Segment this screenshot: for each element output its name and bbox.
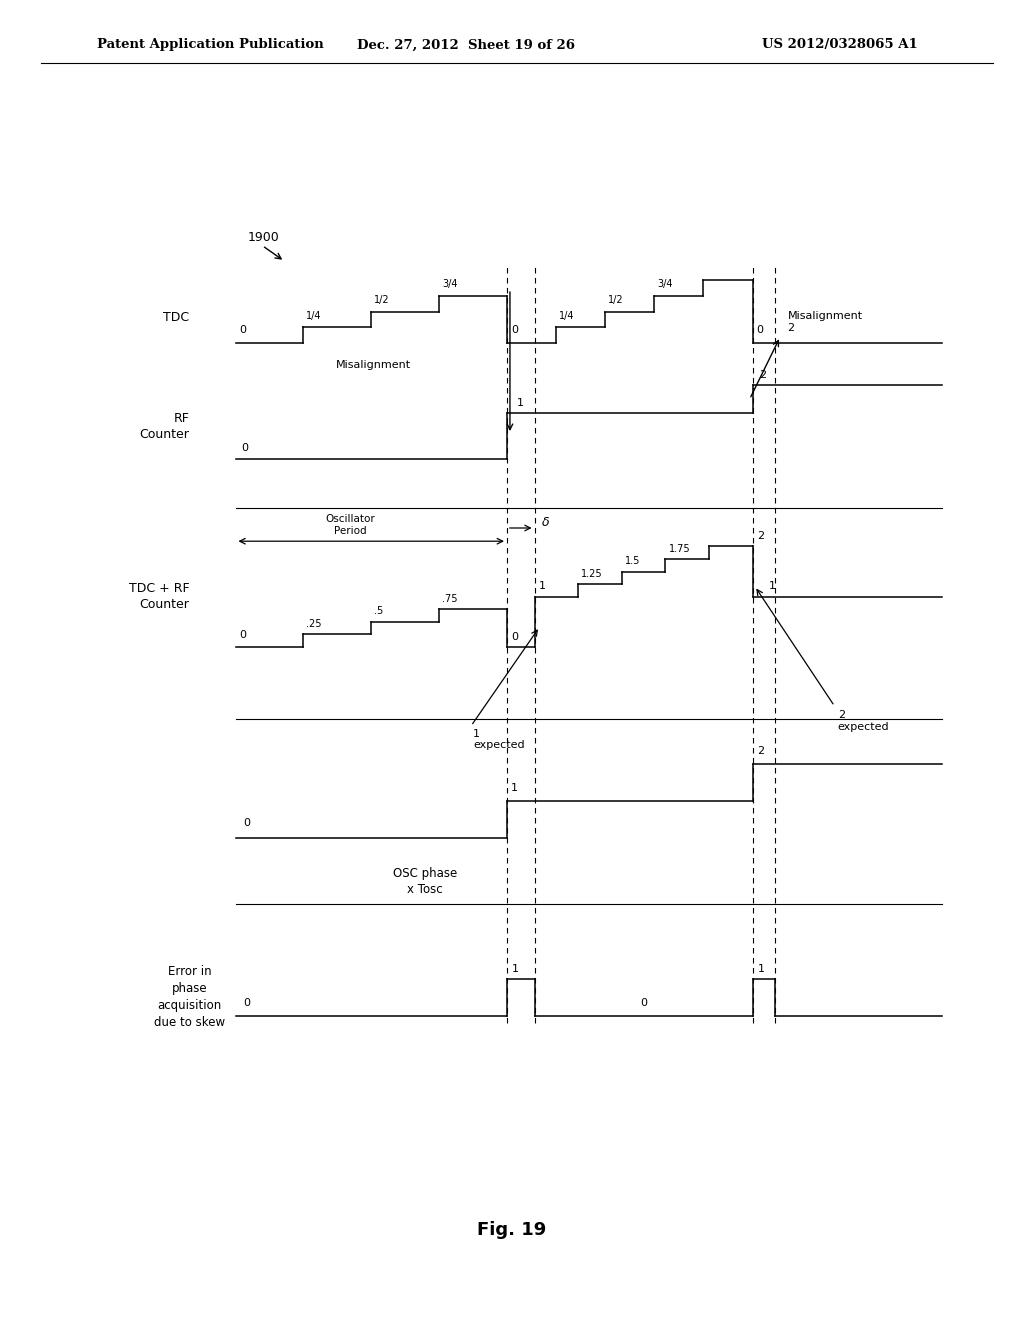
Text: 1.25: 1.25 (582, 569, 603, 578)
Text: 0: 0 (244, 817, 251, 828)
Text: TDC: TDC (163, 312, 189, 325)
Text: 1.5: 1.5 (625, 556, 640, 566)
Text: TDC + RF
Counter: TDC + RF Counter (129, 582, 189, 611)
Text: 1
expected: 1 expected (473, 729, 524, 750)
Text: Fig. 19: Fig. 19 (477, 1221, 547, 1239)
Text: 1: 1 (539, 581, 546, 591)
Text: US 2012/0328065 A1: US 2012/0328065 A1 (762, 38, 918, 51)
Text: 1/2: 1/2 (608, 294, 624, 305)
Text: Period: Period (335, 525, 367, 536)
Text: 3/4: 3/4 (657, 279, 673, 289)
Text: Patent Application Publication: Patent Application Publication (97, 38, 324, 51)
Text: .25: .25 (306, 619, 322, 630)
Text: Error in
phase
acquisition
due to skew: Error in phase acquisition due to skew (154, 965, 225, 1028)
Text: RF
Counter: RF Counter (139, 412, 189, 441)
Text: 3/4: 3/4 (442, 279, 458, 289)
Text: 1: 1 (758, 964, 765, 974)
Text: 1: 1 (512, 964, 519, 974)
Text: 0: 0 (757, 325, 764, 335)
Text: 1900: 1900 (248, 231, 280, 244)
Text: 0: 0 (242, 442, 249, 453)
Text: 2: 2 (757, 531, 764, 541)
Text: 0: 0 (511, 631, 518, 642)
Text: 2: 2 (757, 746, 764, 756)
Text: 1/2: 1/2 (375, 294, 390, 305)
Text: Oscillator: Oscillator (326, 513, 376, 524)
Text: 0: 0 (640, 998, 647, 1008)
Text: 1/4: 1/4 (559, 310, 574, 321)
Text: 0: 0 (244, 998, 251, 1008)
Text: 1/4: 1/4 (306, 310, 322, 321)
Text: δ: δ (542, 516, 549, 529)
Text: .5: .5 (375, 606, 384, 616)
Text: Misalignment
2: Misalignment 2 (787, 312, 862, 333)
Text: Misalignment: Misalignment (336, 360, 412, 370)
Text: 1.75: 1.75 (669, 544, 690, 554)
Text: 2
expected: 2 expected (838, 710, 889, 731)
Text: 2: 2 (759, 370, 766, 380)
Text: 0: 0 (240, 325, 247, 335)
Text: Dec. 27, 2012  Sheet 19 of 26: Dec. 27, 2012 Sheet 19 of 26 (357, 38, 574, 51)
Text: 0: 0 (511, 325, 518, 335)
Text: OSC phase
x Tosc: OSC phase x Tosc (393, 867, 457, 896)
Text: .75: .75 (442, 594, 458, 605)
Text: 1: 1 (769, 581, 776, 591)
Text: 1: 1 (517, 397, 524, 408)
Text: 1: 1 (511, 783, 518, 793)
Text: 0: 0 (240, 630, 247, 640)
